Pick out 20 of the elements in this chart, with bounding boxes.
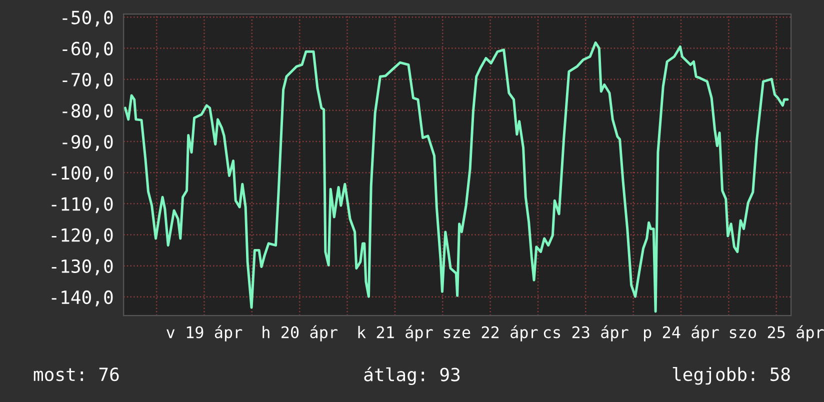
y-tick-label: -140,0 — [52, 290, 113, 306]
x-tick-label: cs 23 ápr — [544, 325, 628, 342]
y-tick-label: -50,0 — [62, 10, 113, 27]
x-tick-label: k 21 ápr — [358, 325, 433, 342]
text: legjobb: 58 — [672, 367, 790, 385]
y-tick-label: -130,0 — [52, 259, 113, 276]
y-tick-label: -120,0 — [52, 228, 113, 244]
text: átlag: 93 — [364, 366, 460, 386]
y-tick-label: -110,0 — [52, 197, 113, 214]
x-tick-label: sze 22 ápr — [444, 325, 538, 342]
y-tick-label: -100,0 — [52, 166, 113, 182]
text: most: 76 — [34, 368, 119, 382]
x-tick-label: szo 25 ápr — [730, 325, 824, 342]
y-tick-label: -60,0 — [62, 42, 113, 58]
x-tick-label: v 19 ápr — [166, 325, 242, 342]
x-tick-label: h 20 ápr — [262, 325, 338, 342]
y-tick-label: -90,0 — [62, 135, 113, 151]
y-tick-label: -80,0 — [62, 104, 113, 120]
x-tick-label: p 24 ápr — [644, 325, 719, 342]
y-tick-label: -70,0 — [62, 72, 113, 89]
